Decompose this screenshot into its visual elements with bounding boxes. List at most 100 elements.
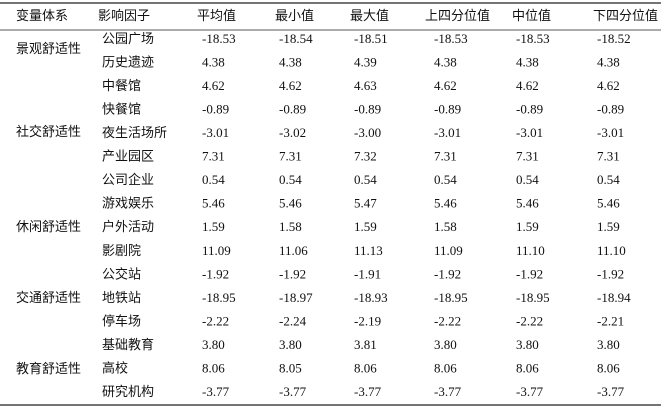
value-cell: 8.06 [516,360,539,375]
factor-cell: 研究机构 [102,384,154,399]
value-cell: 7.31 [434,149,457,164]
value-cell: 3.81 [354,337,377,352]
value-cell: 8.05 [279,360,302,375]
value-cell: 0.54 [516,172,539,187]
factor-cell: 公司企业 [102,172,154,187]
value-cell: 5.46 [279,196,302,211]
value-cell: -18.54 [279,31,313,46]
header-cell: 影响因子 [98,8,150,23]
value-cell: 4.38 [202,55,225,70]
value-cell: 7.31 [516,149,539,164]
value-cell: 11.13 [354,243,383,258]
value-cell: 5.46 [434,196,457,211]
value-cell: 11.10 [516,243,545,258]
factor-cell: 中餐馆 [102,78,141,93]
value-cell: 1.58 [434,219,457,234]
value-cell: 8.06 [597,360,620,375]
factor-cell: 游戏娱乐 [102,196,154,211]
value-cell: -0.89 [279,102,306,117]
value-cell: 7.31 [202,149,225,164]
factor-cell: 夜生活场所 [102,125,167,140]
value-cell: -18.52 [597,31,631,46]
factor-cell: 快餐馆 [102,102,141,117]
value-cell: 5.47 [354,196,377,211]
factor-cell: 公园广场 [102,31,154,46]
value-cell: 4.62 [516,78,539,93]
value-cell: 11.06 [279,243,308,258]
value-cell: -2.22 [434,313,461,328]
value-cell: -18.95 [516,290,550,305]
group-label: 休闲舒适性 [16,219,81,234]
factor-cell: 基础教育 [102,337,154,352]
value-cell: 8.06 [202,360,225,375]
value-cell: -1.92 [434,266,461,281]
value-cell: 3.80 [202,337,225,352]
header-cell: 最大值 [350,8,389,23]
value-cell: 4.38 [434,55,457,70]
group-label: 教育舒适性 [16,361,81,376]
value-cell: -18.53 [434,31,468,46]
value-cell: -2.22 [516,313,543,328]
value-cell: 1.58 [279,219,302,234]
value-cell: 4.62 [597,78,620,93]
value-cell: 0.54 [434,172,457,187]
value-cell: 7.32 [354,149,377,164]
value-cell: -1.91 [354,266,381,281]
value-cell: 11.09 [202,243,231,258]
value-cell: -3.77 [516,384,544,399]
header-cell: 变量体系 [16,8,68,23]
value-cell: 5.46 [516,196,539,211]
value-cell: 7.31 [279,149,302,164]
factor-cell: 影剧院 [102,243,141,258]
value-cell: -1.92 [279,266,306,281]
value-cell: -3.02 [279,125,306,140]
value-cell: -18.51 [354,31,388,46]
value-cell: -18.94 [597,290,631,305]
value-cell: 0.54 [279,172,302,187]
value-cell: 4.39 [354,55,377,70]
value-cell: -18.93 [354,290,388,305]
value-cell: -3.77 [597,384,625,399]
value-cell: 4.62 [202,78,225,93]
header-cell: 平均值 [197,8,236,23]
header-cell: 中位值 [512,8,551,23]
value-cell: 8.06 [434,360,457,375]
value-cell: 3.80 [516,337,539,352]
value-cell: -1.92 [597,266,624,281]
factor-cell: 停车场 [102,313,141,328]
value-cell: -0.89 [516,102,543,117]
factor-cell: 地铁站 [102,290,141,305]
value-cell: -3.01 [516,125,543,140]
value-cell: 4.38 [279,55,302,70]
value-cell: -18.53 [202,31,236,46]
value-cell: 1.59 [516,219,539,234]
value-cell: 8.06 [354,360,377,375]
value-cell: -2.24 [279,313,307,328]
factor-cell: 历史遗迹 [102,55,154,70]
value-cell: 11.10 [597,243,626,258]
value-cell: 0.54 [597,172,620,187]
value-cell: -3.77 [279,384,307,399]
value-cell: -3.77 [354,384,382,399]
value-cell: -18.95 [434,290,468,305]
value-cell: -18.97 [279,290,313,305]
value-cell: 3.80 [434,337,457,352]
header-cell: 下四分位值 [593,8,658,23]
group-label: 社交舒适性 [16,124,81,139]
value-cell: -18.95 [202,290,236,305]
header-cell: 上四分位值 [425,8,490,23]
value-cell: 4.63 [354,78,377,93]
value-cell: 4.62 [279,78,302,93]
value-cell: 4.38 [597,55,620,70]
value-cell: 1.59 [597,219,620,234]
value-cell: -3.01 [597,125,624,140]
value-cell: 1.59 [354,219,377,234]
value-cell: -3.00 [354,125,381,140]
value-cell: 0.54 [354,172,377,187]
value-cell: -0.89 [434,102,461,117]
group-label: 交通舒适性 [16,290,81,305]
value-cell: 5.46 [597,196,620,211]
value-cell: 4.62 [434,78,457,93]
value-cell: -3.77 [434,384,462,399]
value-cell: 1.59 [202,219,225,234]
